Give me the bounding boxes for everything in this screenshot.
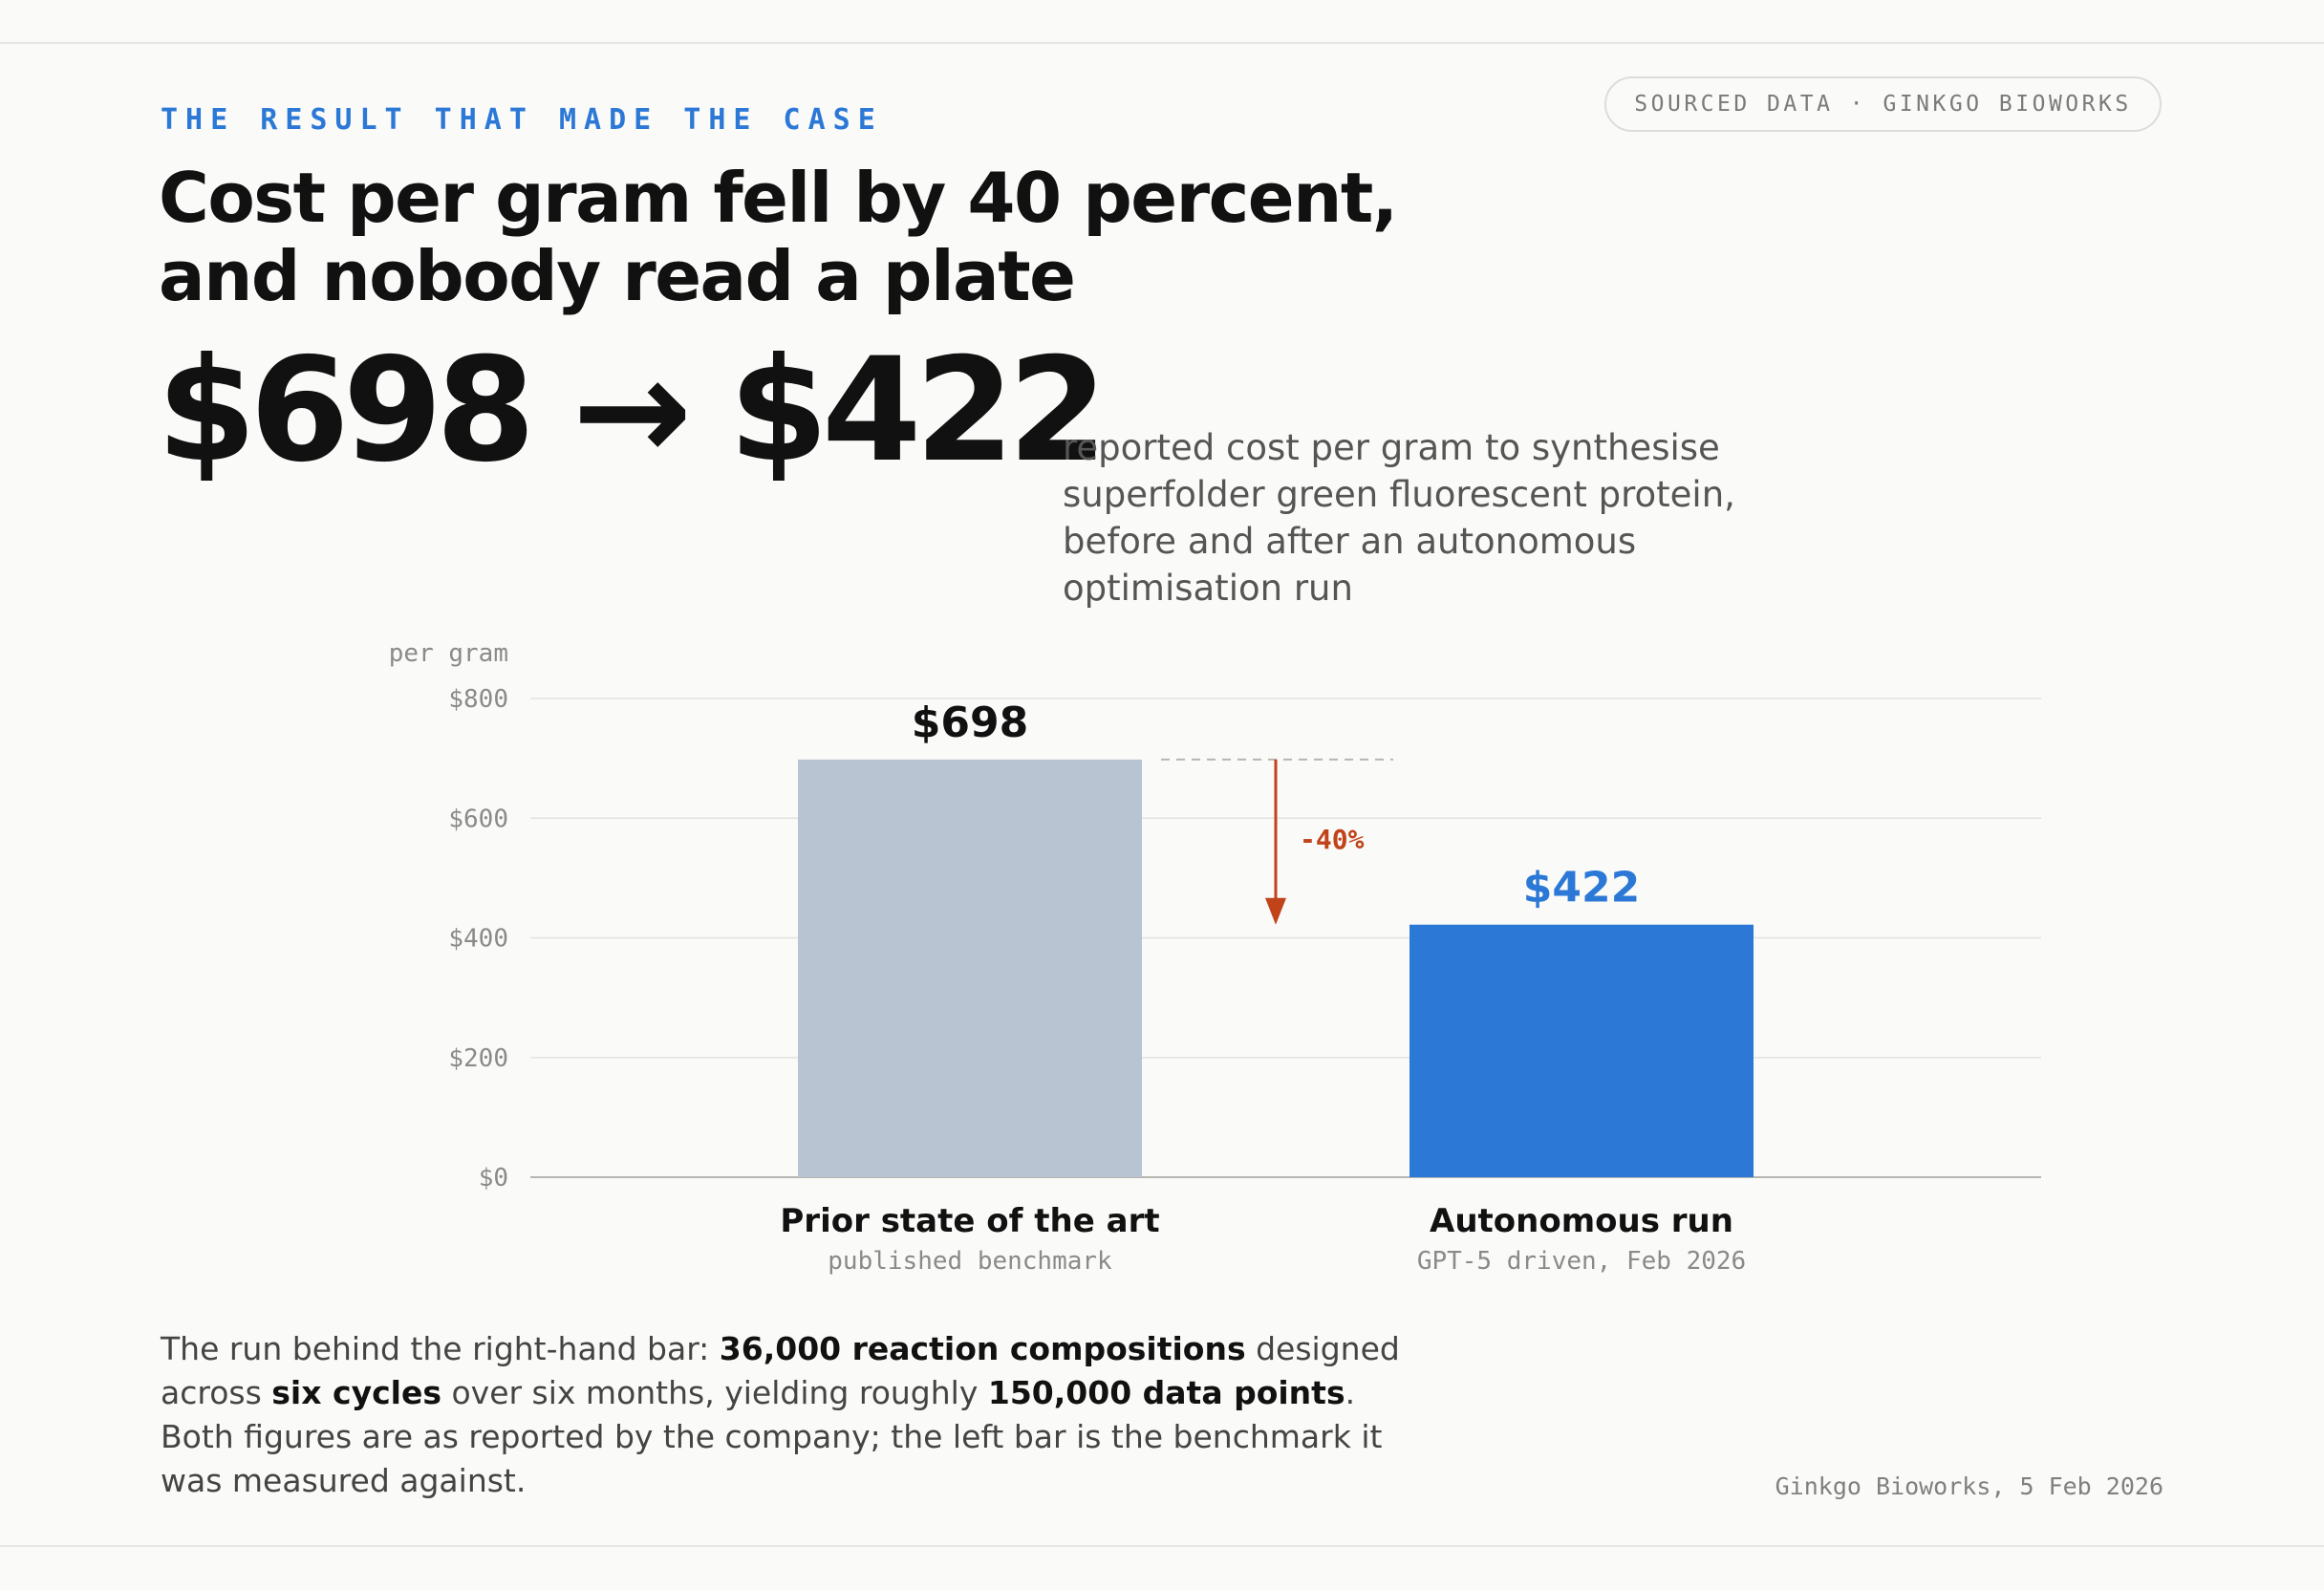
source-badge: SOURCED DATA · GINKGO BIOWORKS [1604, 76, 2162, 132]
big-number-before: $698 [157, 328, 535, 494]
y-tick-label: $200 [448, 1044, 508, 1073]
body-paragraph: The run behind the right-hand bar: 36,00… [161, 1327, 1431, 1503]
y-tick-label: $600 [448, 805, 508, 833]
x-subcategory-label: GPT-5 driven, Feb 2026 [1417, 1247, 1746, 1276]
footer-credit: Ginkgo Bioworks, 5 Feb 2026 [1775, 1472, 2163, 1500]
x-category-label: Autonomous run [1430, 1202, 1733, 1240]
arrow-icon: → [571, 328, 693, 494]
body-text-3: over six months, yielding roughly [441, 1374, 988, 1411]
body-text-4: . Both figures are as reported by the co… [161, 1374, 1383, 1499]
x-subcategory-label: published benchmark [828, 1247, 1112, 1276]
chart-grid: per gram $800 $600 $400 $200 $0 [389, 639, 2041, 1192]
body-bold-3: 150,000 data points [987, 1374, 1345, 1411]
bottom-divider [0, 1545, 2324, 1547]
chart-labels: $698 Prior state of the art published benc… [780, 698, 1746, 1276]
big-number: $698 → $422 [157, 334, 1108, 487]
y-axis-label: per gram [389, 639, 508, 668]
bar [1409, 924, 1754, 1177]
y-tick-label: $400 [448, 925, 508, 954]
headline-line-1: Cost per gram fell by 40 percent, [159, 158, 1398, 238]
bar-value-label: $698 [912, 698, 1028, 747]
body-bold-2: six cycles [271, 1374, 441, 1411]
y-tick-label: $800 [448, 685, 508, 714]
chart-annotation: -40% [1161, 758, 1393, 925]
big-number-caption: reported cost per gram to synthesise sup… [1063, 427, 1735, 609]
body-text-1: The run behind the right-hand bar: [161, 1330, 720, 1367]
eyebrow-label: THE RESULT THAT MADE THE CASE [161, 103, 883, 137]
y-tick-label: $0 [479, 1164, 508, 1192]
headline: Cost per gram fell by 40 percent, and no… [159, 159, 1496, 315]
big-number-after: $422 [728, 328, 1108, 494]
bar [798, 759, 1142, 1177]
bar-value-label: $422 [1523, 864, 1640, 913]
body-text-2: designed across [161, 1330, 1400, 1411]
x-category-label: Prior state of the art [780, 1202, 1159, 1240]
percent-change-label: -40% [1300, 824, 1365, 855]
arrow-down-icon [1265, 897, 1286, 925]
body-bold-1: 36,000 reaction compositions [719, 1330, 1246, 1367]
headline-line-2: and nobody read a plate [159, 236, 1076, 316]
chart-bars [798, 759, 1754, 1177]
top-divider [0, 42, 2324, 44]
